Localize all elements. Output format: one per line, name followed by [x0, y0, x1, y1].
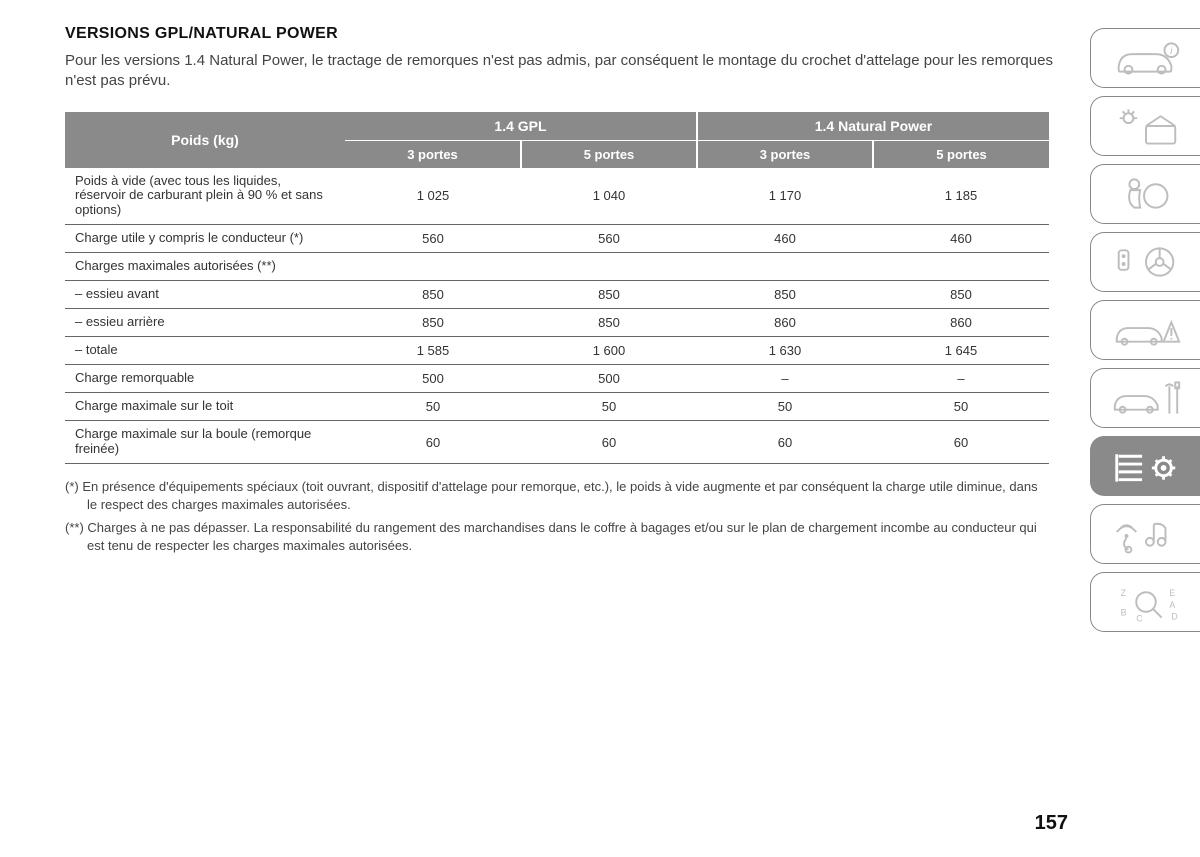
cell-value	[521, 253, 697, 281]
table-row: – totale1 5851 6001 6301 645	[65, 337, 1049, 365]
sub-header: 3 portes	[345, 140, 521, 168]
multimedia-tab[interactable]	[1090, 504, 1200, 564]
cell-value: 460	[697, 225, 873, 253]
svg-text:B: B	[1120, 608, 1126, 618]
cell-value: 50	[873, 393, 1049, 421]
indicators-tab[interactable]	[1090, 96, 1200, 156]
cell-value: 50	[521, 393, 697, 421]
table-row: – essieu arrière850850860860	[65, 309, 1049, 337]
group-header-gpl: 1.4 GPL	[345, 112, 697, 141]
table-row: Poids à vide (avec tous les liquides, ré…	[65, 168, 1049, 225]
starting-tab[interactable]	[1090, 232, 1200, 292]
cell-value: 60	[345, 421, 521, 464]
cell-value: 850	[521, 309, 697, 337]
row-label: – essieu avant	[65, 281, 345, 309]
cell-value: 1 170	[697, 168, 873, 225]
cell-value: 500	[521, 365, 697, 393]
section-title: VERSIONS GPL/NATURAL POWER	[65, 25, 1065, 43]
cell-value: 50	[697, 393, 873, 421]
svg-text:i: i	[1170, 46, 1173, 57]
index-tab[interactable]: ZB EAD C	[1090, 572, 1200, 632]
row-label: Charges maximales autorisées (**)	[65, 253, 345, 281]
cell-value: 1 585	[345, 337, 521, 365]
cell-value: 50	[345, 393, 521, 421]
row-label: – essieu arrière	[65, 309, 345, 337]
footnote: (**) Charges à ne pas dépasser. La respo…	[65, 519, 1049, 554]
info-tab[interactable]: i	[1090, 28, 1200, 88]
table-row: – essieu avant850850850850	[65, 281, 1049, 309]
cell-value: 60	[521, 421, 697, 464]
cell-value: 1 040	[521, 168, 697, 225]
row-header: Poids (kg)	[65, 112, 345, 168]
cell-value: 850	[697, 281, 873, 309]
table-row: Charge maximale sur le toit50505050	[65, 393, 1049, 421]
cell-value: 1 645	[873, 337, 1049, 365]
row-label: – totale	[65, 337, 345, 365]
cell-value: –	[873, 365, 1049, 393]
cell-value: 860	[873, 309, 1049, 337]
weights-table: Poids (kg) 1.4 GPL 1.4 Natural Power 3 p…	[65, 112, 1049, 465]
cell-value: 850	[521, 281, 697, 309]
row-label: Charge remorquable	[65, 365, 345, 393]
svg-text:E: E	[1169, 588, 1175, 598]
intro-paragraph: Pour les versions 1.4 Natural Power, le …	[65, 51, 1065, 92]
table-row: Charge utile y compris le conducteur (*)…	[65, 225, 1049, 253]
table-row: Charge maximale sur la boule (remorque f…	[65, 421, 1049, 464]
cell-value: 850	[345, 309, 521, 337]
footnotes: (*) En présence d'équipements spéciaux (…	[65, 478, 1049, 554]
row-label: Charge maximale sur la boule (remorque f…	[65, 421, 345, 464]
safety-tab[interactable]	[1090, 164, 1200, 224]
cell-value: 1 185	[873, 168, 1049, 225]
table-row: Charge remorquable500500––	[65, 365, 1049, 393]
specs-tab[interactable]	[1090, 436, 1200, 496]
row-label: Poids à vide (avec tous les liquides, ré…	[65, 168, 345, 225]
cell-value: 60	[873, 421, 1049, 464]
cell-value: 850	[873, 281, 1049, 309]
table-row: Charges maximales autorisées (**)	[65, 253, 1049, 281]
cell-value: 1 630	[697, 337, 873, 365]
svg-text:A: A	[1169, 600, 1175, 610]
row-label: Charge utile y compris le conducteur (*)	[65, 225, 345, 253]
page-number: 157	[1035, 812, 1068, 835]
row-label: Charge maximale sur le toit	[65, 393, 345, 421]
sub-header: 3 portes	[697, 140, 873, 168]
cell-value: 850	[345, 281, 521, 309]
cell-value: 860	[697, 309, 873, 337]
cell-value: 560	[345, 225, 521, 253]
cell-value: 560	[521, 225, 697, 253]
cell-value: 1 600	[521, 337, 697, 365]
sub-header: 5 portes	[873, 140, 1049, 168]
sub-header: 5 portes	[521, 140, 697, 168]
cell-value: –	[697, 365, 873, 393]
cell-value: 60	[697, 421, 873, 464]
cell-value: 1 025	[345, 168, 521, 225]
maintenance-tab[interactable]	[1090, 368, 1200, 428]
svg-text:D: D	[1171, 612, 1177, 622]
emergency-tab[interactable]	[1090, 300, 1200, 360]
cell-value	[873, 253, 1049, 281]
weights-table-body: Poids à vide (avec tous les liquides, ré…	[65, 168, 1049, 464]
svg-text:C: C	[1136, 614, 1142, 624]
group-header-natural: 1.4 Natural Power	[697, 112, 1049, 141]
cell-value: 500	[345, 365, 521, 393]
sidebar: i ZB EAD C	[1090, 28, 1200, 640]
svg-text:Z: Z	[1120, 588, 1126, 598]
cell-value	[697, 253, 873, 281]
cell-value	[345, 253, 521, 281]
cell-value: 460	[873, 225, 1049, 253]
footnote: (*) En présence d'équipements spéciaux (…	[65, 478, 1049, 513]
